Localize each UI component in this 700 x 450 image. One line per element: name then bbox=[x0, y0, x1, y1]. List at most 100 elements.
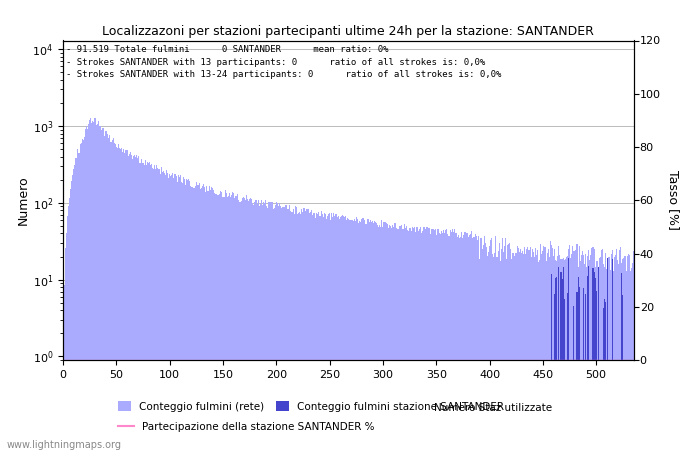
Bar bbox=[230, 198, 231, 450]
Bar bbox=[554, 294, 555, 450]
Bar bbox=[82, 139, 83, 450]
Bar bbox=[626, 256, 628, 450]
Bar bbox=[148, 163, 149, 450]
Bar bbox=[413, 228, 414, 450]
Bar bbox=[579, 246, 580, 450]
Bar bbox=[120, 149, 121, 450]
Bar bbox=[144, 165, 145, 450]
Bar bbox=[476, 236, 477, 450]
Bar bbox=[225, 193, 227, 450]
Bar bbox=[520, 249, 521, 450]
Bar bbox=[490, 239, 491, 450]
Bar bbox=[245, 200, 246, 450]
Bar bbox=[98, 121, 99, 450]
Bar bbox=[628, 254, 629, 450]
Bar bbox=[453, 232, 454, 450]
Bar bbox=[90, 118, 91, 450]
Bar bbox=[461, 232, 463, 450]
Bar bbox=[137, 158, 138, 450]
Bar bbox=[280, 206, 281, 450]
Bar bbox=[578, 277, 579, 450]
Bar bbox=[384, 221, 386, 450]
Bar bbox=[621, 273, 622, 450]
Bar bbox=[88, 123, 89, 450]
Bar bbox=[202, 186, 203, 450]
Bar bbox=[294, 214, 295, 450]
Bar bbox=[553, 256, 554, 450]
Bar bbox=[190, 186, 192, 450]
Bar bbox=[408, 231, 409, 450]
Bar bbox=[220, 191, 221, 450]
Bar bbox=[564, 299, 565, 450]
Bar bbox=[585, 254, 586, 450]
Bar bbox=[286, 205, 288, 450]
Bar bbox=[551, 245, 552, 450]
Bar bbox=[199, 183, 200, 450]
Bar bbox=[197, 185, 198, 450]
Bar bbox=[73, 168, 74, 450]
Bar bbox=[138, 156, 139, 450]
Bar bbox=[585, 294, 586, 450]
Bar bbox=[231, 194, 232, 450]
Bar bbox=[569, 245, 570, 450]
Bar bbox=[108, 139, 109, 450]
Bar bbox=[282, 207, 284, 450]
Bar bbox=[198, 185, 199, 450]
Bar bbox=[604, 267, 606, 450]
Bar bbox=[357, 219, 358, 450]
Bar bbox=[344, 217, 345, 450]
Bar bbox=[503, 252, 504, 450]
Bar bbox=[482, 245, 484, 450]
Bar bbox=[545, 261, 547, 450]
Bar bbox=[166, 170, 167, 450]
Bar bbox=[582, 251, 583, 450]
Bar bbox=[404, 224, 405, 450]
Bar bbox=[117, 148, 118, 450]
Bar bbox=[547, 249, 549, 450]
Bar bbox=[521, 253, 522, 450]
Bar bbox=[390, 226, 391, 450]
Bar bbox=[267, 208, 268, 450]
Bar bbox=[568, 248, 569, 450]
Bar bbox=[423, 227, 424, 450]
Bar bbox=[617, 260, 618, 450]
Bar bbox=[534, 257, 535, 450]
Bar bbox=[181, 182, 182, 450]
Bar bbox=[332, 217, 333, 450]
Bar bbox=[263, 202, 264, 450]
Bar bbox=[219, 194, 220, 450]
Bar bbox=[235, 196, 237, 450]
Bar bbox=[78, 153, 80, 450]
Bar bbox=[624, 256, 626, 450]
Bar bbox=[427, 227, 428, 450]
Bar bbox=[523, 254, 524, 450]
Bar bbox=[274, 205, 276, 450]
Bar bbox=[360, 222, 361, 450]
Bar bbox=[351, 220, 353, 450]
Bar bbox=[586, 267, 587, 450]
Bar bbox=[525, 253, 526, 450]
Bar bbox=[555, 278, 556, 450]
Bar bbox=[314, 212, 315, 450]
Bar bbox=[471, 231, 472, 450]
Bar bbox=[150, 165, 151, 450]
Bar bbox=[354, 219, 355, 450]
Bar bbox=[419, 229, 420, 450]
Bar bbox=[620, 247, 621, 450]
Bar bbox=[484, 243, 486, 450]
Bar bbox=[304, 211, 306, 450]
Bar bbox=[543, 246, 545, 450]
Bar bbox=[178, 177, 180, 450]
Bar bbox=[89, 120, 90, 450]
Bar bbox=[100, 126, 101, 450]
Bar bbox=[196, 182, 197, 450]
Bar bbox=[130, 152, 131, 450]
Bar bbox=[158, 169, 160, 450]
Bar bbox=[539, 260, 540, 450]
Bar bbox=[630, 271, 631, 450]
Text: www.lightningmaps.org: www.lightningmaps.org bbox=[7, 440, 122, 450]
Bar bbox=[323, 213, 325, 450]
Bar bbox=[330, 220, 331, 450]
Bar bbox=[167, 173, 168, 450]
Bar bbox=[311, 211, 312, 450]
